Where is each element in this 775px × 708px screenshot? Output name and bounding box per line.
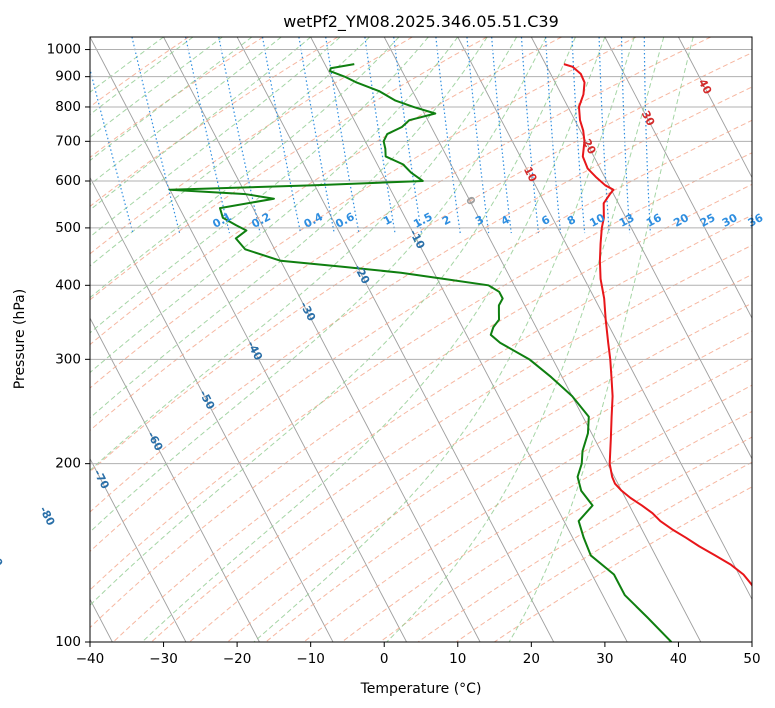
isotherm-line [678, 37, 752, 179]
x-tick-label: 10 [449, 651, 466, 667]
plot-area [90, 37, 752, 642]
red-isotherm-label: 30 [639, 108, 658, 128]
y-tick-label: 300 [55, 351, 81, 367]
red-isotherm-label: 20 [580, 137, 599, 157]
y-tick-label: 600 [55, 173, 81, 189]
moist-adiabat-line [508, 37, 694, 642]
x-tick-label: 50 [743, 651, 760, 667]
mixing-ratio-line [298, 37, 335, 234]
mixing-ratio-label: 30 [720, 211, 740, 230]
dry-adiabat-line [90, 183, 752, 629]
x-tick-label: −30 [149, 651, 178, 667]
dry-adiabat-line [303, 357, 752, 642]
red-isotherm-label: 40 [696, 77, 715, 97]
y-axis-label: Pressure (hPa) [12, 289, 28, 389]
y-tick-label: 1000 [47, 42, 81, 58]
isotherm-line [457, 37, 752, 601]
mixing-ratio-line [185, 37, 231, 234]
dry-adiabat-line [417, 436, 752, 642]
moist-adiabat-line [141, 37, 606, 642]
dry-adiabat-line [90, 119, 752, 553]
mixing-ratio-line [261, 37, 302, 234]
dry-adiabat-line [90, 52, 752, 473]
mixing-ratio-label: 10 [587, 211, 607, 230]
moist-adiabat-line [90, 37, 311, 211]
red-isotherm-label: 10 [521, 165, 540, 185]
isotherm-line [383, 37, 702, 642]
dry-adiabat-line [90, 37, 562, 346]
dewpoint-profile-line [168, 63, 673, 642]
x-axis-label: Temperature (°C) [360, 681, 482, 697]
mixing-ratio-label: 13 [617, 211, 637, 230]
isotherm-label: -90 [0, 545, 5, 569]
dry-adiabat-line [151, 244, 752, 642]
isotherm-line [236, 37, 555, 642]
mixing-ratio-line [466, 37, 490, 234]
x-axis: −40 −30 −20 −10 0 10 20 30 40 50 [76, 642, 761, 667]
mixing-ratio-line [131, 37, 181, 234]
y-tick-label: 500 [55, 220, 81, 236]
mixing-ratio-line [90, 66, 134, 234]
moist-adiabat-line [90, 37, 429, 334]
x-tick-label: −10 [296, 651, 325, 667]
isotherm-line [90, 37, 407, 642]
chart-title: wetPf2_YM08.2025.346.05.51.C39 [283, 12, 559, 32]
moist-adiabat-line [90, 37, 253, 162]
x-tick-label: −20 [223, 651, 252, 667]
isotherm-line [90, 176, 334, 642]
moist-adiabat-line [90, 37, 518, 472]
mixing-ratio-label: 36 [746, 211, 766, 230]
moist-adiabat-line [386, 37, 665, 642]
background-lines [90, 37, 752, 642]
dry-adiabat-line [455, 461, 752, 642]
isotherm-line [310, 37, 628, 642]
dry-adiabat-line [90, 37, 637, 389]
moist-adiabat-line [90, 37, 576, 606]
x-tick-label: 20 [523, 651, 540, 667]
mixing-ratio-line [325, 37, 360, 234]
x-tick-label: −40 [76, 651, 105, 667]
isotherm-line [90, 317, 260, 642]
moist-adiabat-line [90, 37, 488, 419]
mixing-ratio-label: 20 [671, 211, 691, 230]
dry-adiabat-line [341, 384, 752, 642]
mixing-ratio-line [218, 37, 261, 234]
x-tick-label: 30 [596, 651, 613, 667]
temperature-profile-line [563, 63, 752, 588]
y-axis: 100 200 300 400 500 600 700 800 900 1000 [47, 42, 90, 650]
dry-adiabat-line [227, 302, 752, 642]
moist-adiabat-line [90, 37, 282, 186]
y-tick-label: 100 [55, 634, 81, 650]
dry-adiabat-line [112, 214, 752, 642]
y-tick-label: 800 [55, 99, 81, 115]
y-tick-label: 700 [55, 133, 81, 149]
y-tick-label: 200 [55, 456, 81, 472]
mixing-ratio-line [435, 37, 461, 234]
mixing-ratio-label: 16 [644, 211, 664, 230]
dry-adiabat-line [90, 37, 711, 432]
dry-adiabat-line [90, 152, 752, 591]
y-tick-label: 400 [55, 277, 81, 293]
isotherm-line [751, 37, 752, 38]
dry-adiabat-line [90, 37, 264, 158]
profiles [168, 63, 752, 642]
moist-adiabat-line [90, 37, 370, 267]
mixing-ratio-line [393, 37, 423, 234]
moist-adiabat-line [253, 37, 635, 642]
isotherm-line [604, 37, 752, 320]
isotherm-label: -80 [37, 504, 58, 528]
x-tick-label: 0 [380, 651, 389, 667]
isotherm-line [163, 37, 481, 642]
plot-frame [89, 36, 753, 643]
x-tick-label: 40 [670, 651, 687, 667]
dry-adiabat-line [90, 86, 752, 513]
mixing-ratio-label: 25 [698, 211, 718, 230]
isotherm-line [90, 457, 187, 642]
y-tick-label: 900 [55, 69, 81, 85]
mixing-ratio-line [364, 37, 396, 234]
mixing-ratio-line [520, 37, 540, 234]
mixing-ratio-line [491, 37, 512, 234]
